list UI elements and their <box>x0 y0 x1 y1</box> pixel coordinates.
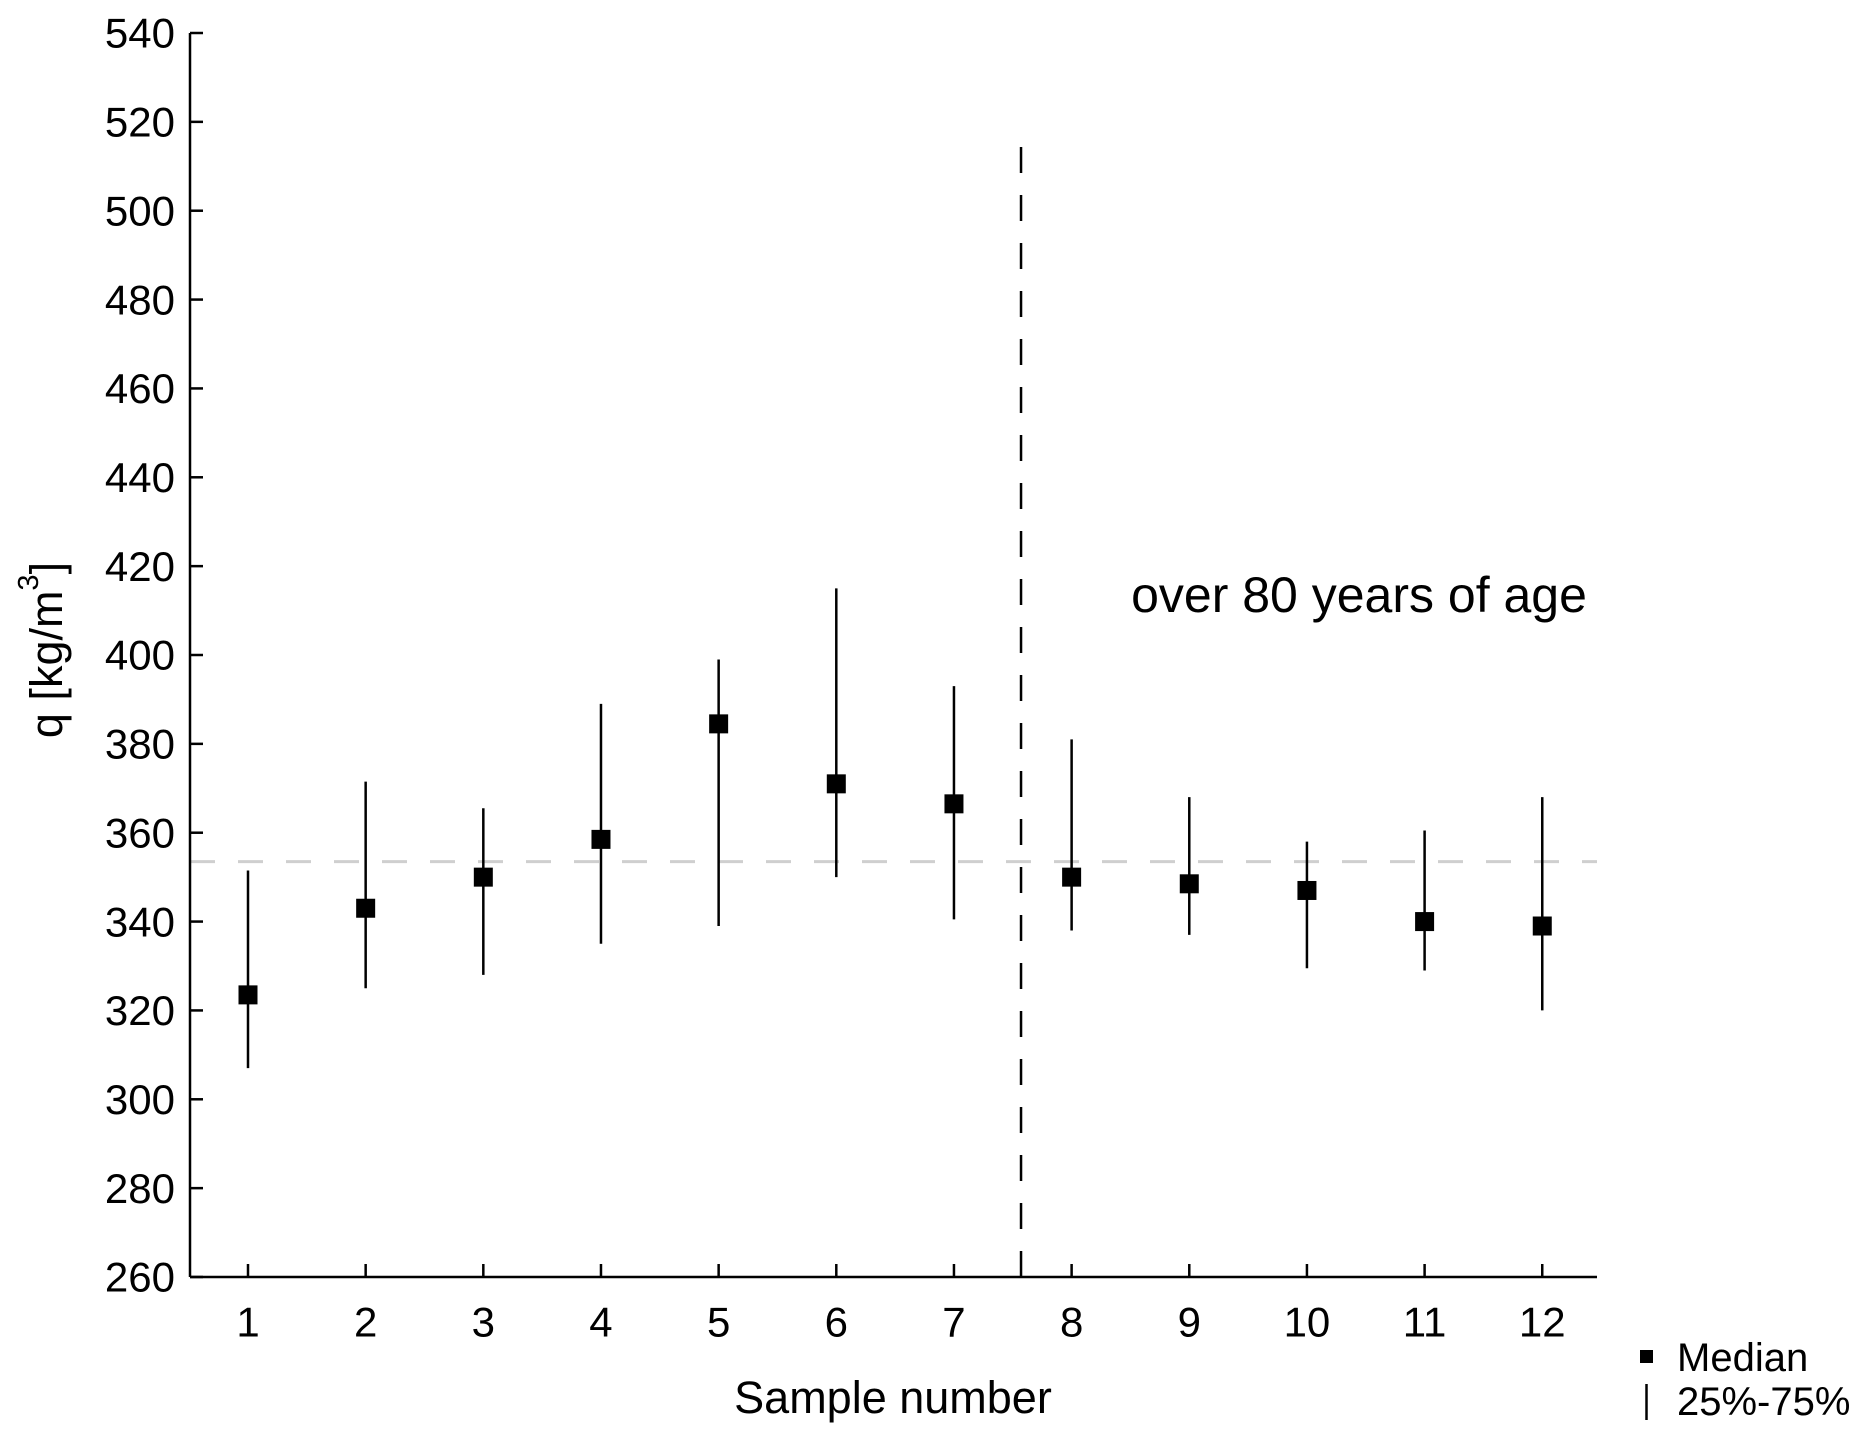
x-axis-title: Sample number <box>734 1372 1052 1423</box>
median-marker-sample-10 <box>1297 880 1317 900</box>
y-tick-label: 360 <box>105 809 175 856</box>
x-tick-label: 3 <box>472 1299 495 1346</box>
x-tick-label: 6 <box>825 1299 848 1346</box>
y-tick-label: 420 <box>105 543 175 590</box>
x-tick-label: 2 <box>354 1299 377 1346</box>
x-tick-label: 10 <box>1284 1299 1331 1346</box>
y-tick-label: 280 <box>105 1165 175 1212</box>
y-tick-label: 500 <box>105 187 175 234</box>
x-tick-label: 4 <box>589 1299 612 1346</box>
x-tick-label: 8 <box>1060 1299 1083 1346</box>
y-axis-title: q [kg/m3] <box>13 562 72 738</box>
median-marker-sample-9 <box>1179 874 1199 894</box>
x-tick-label: 1 <box>236 1299 259 1346</box>
legend-median-label: Median <box>1677 1336 1808 1380</box>
legend-median-marker-icon <box>1640 1350 1653 1363</box>
y-tick-label: 380 <box>105 721 175 768</box>
x-tick-label: 7 <box>942 1299 965 1346</box>
median-marker-sample-8 <box>1062 867 1082 887</box>
legend-iqr-label: 25%-75% <box>1677 1380 1850 1424</box>
y-tick-label: 300 <box>105 1076 175 1123</box>
annotation-over-80: over 80 years of age <box>1131 567 1587 623</box>
y-tick-label: 400 <box>105 632 175 679</box>
legend: Median 25%-75% <box>1640 1336 1850 1424</box>
median-marker-sample-7 <box>944 794 964 814</box>
median-marker-sample-6 <box>826 774 846 794</box>
median-marker-sample-1 <box>238 985 258 1005</box>
median-marker-sample-5 <box>709 714 729 734</box>
median-marker-sample-11 <box>1415 912 1435 932</box>
y-tick-label: 520 <box>105 99 175 146</box>
y-tick-label: 540 <box>105 10 175 57</box>
x-tick-label: 12 <box>1519 1299 1566 1346</box>
x-tick-label: 11 <box>1403 1299 1447 1346</box>
y-tick-label: 260 <box>105 1254 175 1301</box>
median-marker-sample-12 <box>1532 916 1552 936</box>
y-tick-label: 480 <box>105 276 175 323</box>
y-tick-label: 340 <box>105 898 175 945</box>
median-marker-sample-3 <box>473 867 493 887</box>
y-tick-label: 320 <box>105 987 175 1034</box>
x-tick-label: 9 <box>1178 1299 1201 1346</box>
median-marker-sample-4 <box>591 829 611 849</box>
y-tick-label: 460 <box>105 365 175 412</box>
y-tick-label: 440 <box>105 454 175 501</box>
median-marker-sample-2 <box>356 898 376 918</box>
x-tick-label: 5 <box>707 1299 730 1346</box>
